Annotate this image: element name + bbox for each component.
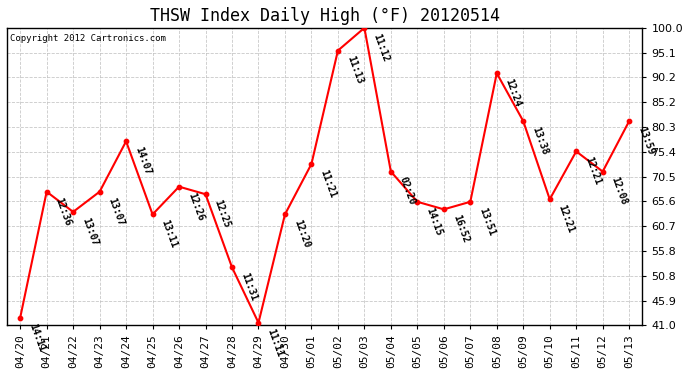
Text: 11:11: 11:11: [266, 327, 285, 358]
Point: [544, 196, 555, 202]
Text: 16:52: 16:52: [451, 213, 470, 244]
Point: [359, 25, 370, 31]
Point: [597, 168, 608, 174]
Text: 11:31: 11:31: [239, 272, 258, 303]
Point: [624, 118, 635, 124]
Text: 13:51: 13:51: [477, 206, 497, 237]
Text: 11:21: 11:21: [318, 168, 338, 199]
Text: 13:11: 13:11: [159, 219, 179, 250]
Text: 13:59: 13:59: [636, 125, 656, 156]
Point: [306, 161, 317, 167]
Text: 12:26: 12:26: [186, 191, 206, 222]
Point: [385, 168, 396, 174]
Text: 13:07: 13:07: [106, 196, 126, 227]
Point: [465, 199, 476, 205]
Point: [518, 118, 529, 124]
Point: [14, 315, 26, 321]
Point: [200, 191, 211, 197]
Point: [253, 320, 264, 326]
Text: 14:07: 14:07: [133, 146, 152, 177]
Text: 12:25: 12:25: [213, 198, 232, 230]
Point: [491, 70, 502, 76]
Point: [333, 48, 344, 54]
Point: [147, 211, 158, 217]
Text: 14:11: 14:11: [27, 322, 46, 353]
Point: [412, 199, 423, 205]
Point: [279, 211, 290, 217]
Point: [94, 189, 105, 195]
Point: [173, 184, 184, 190]
Text: 02:20: 02:20: [398, 176, 417, 207]
Point: [41, 189, 52, 195]
Text: 12:21: 12:21: [557, 203, 576, 234]
Text: Copyright 2012 Cartronics.com: Copyright 2012 Cartronics.com: [10, 34, 166, 43]
Point: [438, 206, 449, 212]
Text: 12:20: 12:20: [292, 219, 311, 250]
Point: [68, 209, 79, 215]
Text: 14:15: 14:15: [424, 206, 444, 237]
Point: [121, 138, 132, 144]
Text: 12:08: 12:08: [610, 176, 629, 207]
Text: 13:07: 13:07: [80, 216, 99, 247]
Text: 13:38: 13:38: [530, 125, 550, 156]
Point: [226, 264, 237, 270]
Point: [571, 148, 582, 154]
Text: 12:21: 12:21: [583, 156, 602, 187]
Text: 11:13: 11:13: [345, 55, 364, 86]
Text: 11:12: 11:12: [371, 32, 391, 63]
Title: THSW Index Daily High (°F) 20120514: THSW Index Daily High (°F) 20120514: [150, 7, 500, 25]
Text: 12:36: 12:36: [54, 196, 73, 227]
Text: 12:24: 12:24: [504, 77, 523, 108]
